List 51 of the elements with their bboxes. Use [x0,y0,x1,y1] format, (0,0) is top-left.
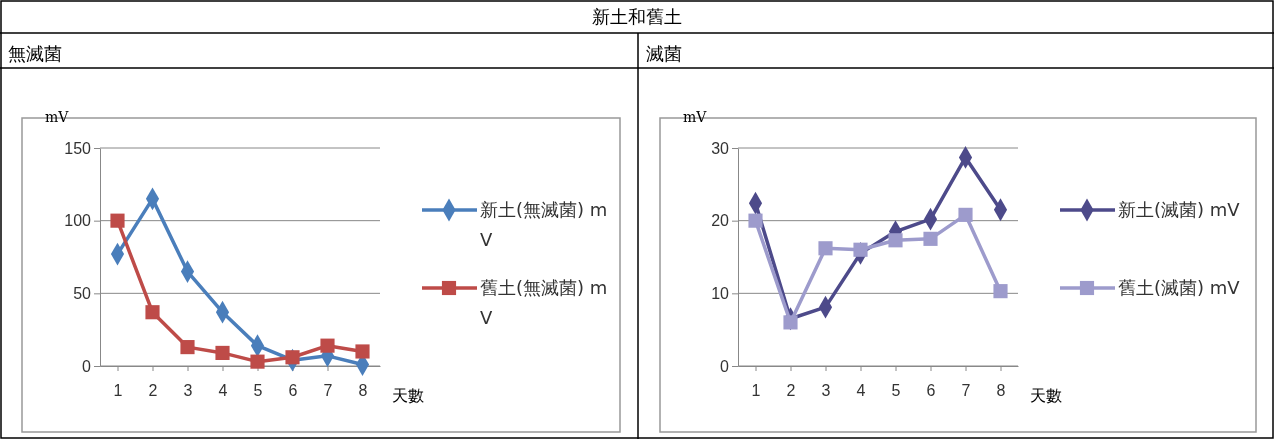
y-tick-label: 0 [720,357,730,375]
x-tick-label: 1 [751,382,761,400]
point [355,344,370,359]
y-tick-label: 0 [82,357,92,375]
point [320,338,335,353]
chart-title: 滅菌 [646,43,682,64]
text: 新土和舊土 [592,6,682,27]
x-tick-label: 2 [786,382,796,400]
y-axis-title: mV [683,109,708,125]
chart-title: 無滅菌 [8,43,62,64]
y-tick-label: 50 [73,284,92,302]
legend-label: 新土(滅菌) mV [1118,199,1241,220]
point [215,345,230,360]
point [818,241,833,256]
x-tick-label: 7 [961,382,971,400]
y-tick-label: 30 [711,139,730,157]
x-axis-title: 天數 [392,386,424,405]
legend-label: 新土(無滅菌) mV [480,199,608,250]
x-tick-label: 3 [821,382,831,400]
x-tick-label: 8 [358,382,368,400]
y-tick-label: 150 [64,139,92,157]
point [250,354,265,369]
point [888,233,903,248]
x-tick-label: 6 [288,382,298,400]
legend-label: 舊土(無滅菌) mV [480,277,608,328]
point [958,207,973,222]
x-tick-label: 3 [183,382,193,400]
legend-label: 舊土(滅菌) mV [1118,277,1241,298]
x-tick-label: 7 [323,382,333,400]
point [853,242,868,257]
x-tick-label: 6 [926,382,936,400]
point [783,315,798,330]
y-tick-label: 100 [64,212,92,230]
x-axis-title: 天數 [1030,386,1062,405]
x-tick-label: 1 [113,382,123,400]
x-tick-label: 5 [891,382,901,400]
x-tick-label: 8 [996,382,1006,400]
y-tick-label: 20 [711,212,730,230]
point [285,350,300,365]
point [748,213,763,228]
y-tick-label: 10 [711,284,730,302]
y-axis-title: mV [45,109,70,125]
point [993,284,1008,299]
point [145,305,160,320]
x-tick-label: 4 [856,382,866,400]
x-tick-label: 4 [218,382,228,400]
point [923,231,938,246]
point [180,340,195,355]
point [110,213,125,228]
x-tick-label: 5 [253,382,263,400]
x-tick-label: 2 [148,382,158,400]
